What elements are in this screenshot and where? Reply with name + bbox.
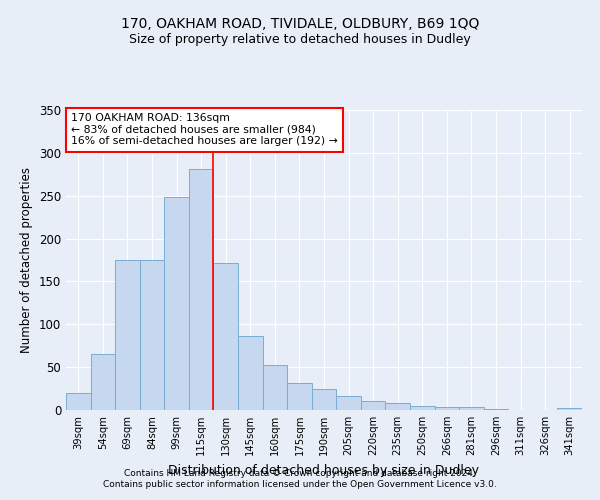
Bar [484,409,508,410]
Bar [287,384,312,410]
Bar [214,262,238,410]
Bar [189,169,214,410]
Text: Contains HM Land Registry data © Crown copyright and database right 2024.: Contains HM Land Registry data © Crown c… [124,468,476,477]
Text: 170 OAKHAM ROAD: 136sqm
← 83% of detached houses are smaller (984)
16% of semi-d: 170 OAKHAM ROAD: 136sqm ← 83% of detache… [71,113,338,146]
Bar [434,406,459,410]
Bar [557,408,582,410]
Bar [140,260,164,410]
Bar [385,403,410,410]
Bar [361,402,385,410]
Text: Contains public sector information licensed under the Open Government Licence v3: Contains public sector information licen… [103,480,497,489]
Bar [115,260,140,410]
Y-axis label: Number of detached properties: Number of detached properties [20,167,34,353]
Bar [336,396,361,410]
Bar [263,366,287,410]
Bar [164,198,189,410]
Text: 170, OAKHAM ROAD, TIVIDALE, OLDBURY, B69 1QQ: 170, OAKHAM ROAD, TIVIDALE, OLDBURY, B69… [121,18,479,32]
X-axis label: Distribution of detached houses by size in Dudley: Distribution of detached houses by size … [169,464,479,476]
Bar [66,393,91,410]
Bar [91,354,115,410]
Text: Size of property relative to detached houses in Dudley: Size of property relative to detached ho… [129,32,471,46]
Bar [238,336,263,410]
Bar [410,406,434,410]
Bar [459,406,484,410]
Bar [312,388,336,410]
